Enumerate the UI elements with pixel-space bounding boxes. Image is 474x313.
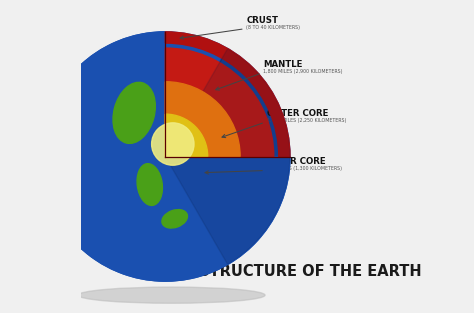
Wedge shape xyxy=(165,114,208,156)
Wedge shape xyxy=(41,32,290,281)
Ellipse shape xyxy=(78,287,265,303)
Circle shape xyxy=(41,32,290,281)
Text: (8 TO 40 KILOMETERS): (8 TO 40 KILOMETERS) xyxy=(246,25,301,30)
Text: MANTLE: MANTLE xyxy=(264,60,303,69)
Circle shape xyxy=(41,32,290,281)
Text: OUTER CORE: OUTER CORE xyxy=(266,109,328,118)
Text: 1,400 MILES (2,250 KILOMETERS): 1,400 MILES (2,250 KILOMETERS) xyxy=(266,118,346,123)
Circle shape xyxy=(152,123,194,165)
Ellipse shape xyxy=(113,82,155,143)
Wedge shape xyxy=(165,49,290,264)
Circle shape xyxy=(41,32,290,281)
Text: 800 MILES (1,300 KILOMETERS): 800 MILES (1,300 KILOMETERS) xyxy=(266,167,342,172)
Circle shape xyxy=(41,32,290,281)
Ellipse shape xyxy=(162,210,187,228)
Circle shape xyxy=(41,32,290,281)
Ellipse shape xyxy=(137,164,163,205)
Wedge shape xyxy=(165,49,290,264)
Wedge shape xyxy=(165,32,290,156)
Circle shape xyxy=(41,32,290,281)
Ellipse shape xyxy=(113,82,155,143)
Ellipse shape xyxy=(162,210,187,228)
Wedge shape xyxy=(165,48,274,156)
Circle shape xyxy=(41,32,290,281)
Wedge shape xyxy=(165,82,240,156)
Text: 1,800 MILES (2,900 KILOMETERS): 1,800 MILES (2,900 KILOMETERS) xyxy=(264,69,343,74)
Text: CRUST: CRUST xyxy=(246,16,278,24)
Circle shape xyxy=(41,32,290,281)
Text: INNER CORE: INNER CORE xyxy=(266,157,325,166)
Ellipse shape xyxy=(137,164,163,205)
Circle shape xyxy=(41,32,290,281)
Text: STRUCTURE OF THE EARTH: STRUCTURE OF THE EARTH xyxy=(199,264,421,279)
